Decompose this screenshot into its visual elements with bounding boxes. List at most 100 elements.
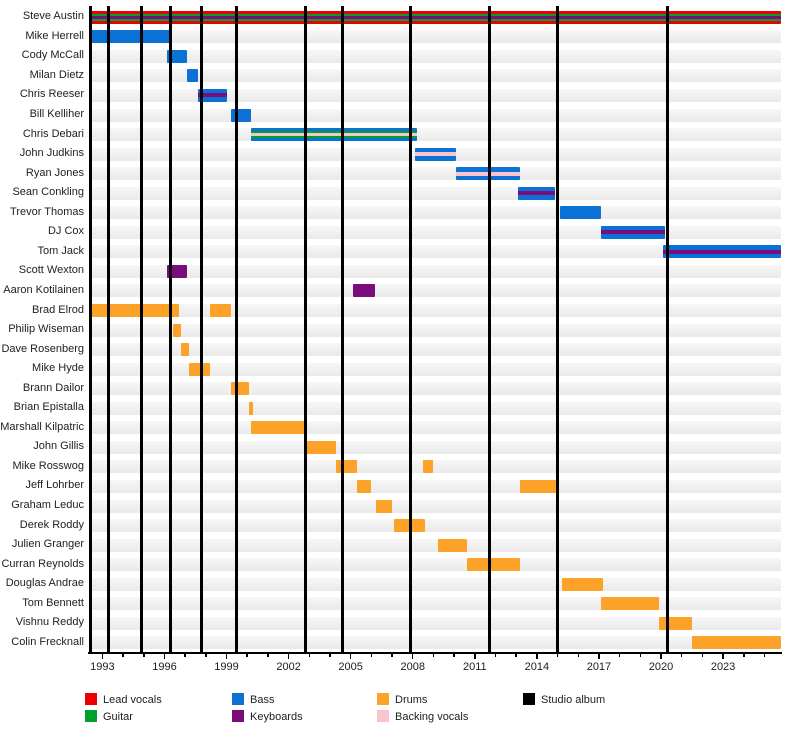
role-stripe-drums [90, 304, 179, 318]
x-minor-tick [618, 653, 621, 657]
member-label: Curran Reynolds [1, 557, 84, 570]
row-track [90, 479, 781, 493]
role-stripe-keyboards [518, 191, 556, 196]
x-minor-tick [329, 653, 331, 657]
role-stripe-bass [187, 69, 198, 83]
studio-album-line [303, 6, 307, 652]
member-label: John Gillis [33, 440, 84, 453]
x-major-tick [287, 653, 290, 659]
plot-area [88, 6, 781, 652]
row-track [90, 421, 781, 435]
row-track [90, 128, 781, 142]
x-minor-tick [515, 653, 517, 657]
x-minor-tick [577, 653, 579, 657]
x-minor-tick [494, 653, 497, 657]
role-stripe-bass [251, 128, 417, 131]
role-stripe-drums [181, 343, 190, 357]
role-stripe-drums [520, 479, 558, 493]
row-track [90, 460, 781, 474]
member-bar-segment [375, 499, 393, 513]
row-track [90, 206, 781, 220]
x-major-tick [101, 653, 104, 659]
role-stripe-drums [249, 401, 254, 415]
role-stripe-drums [658, 616, 693, 630]
role-stripe-keyboards [663, 249, 781, 254]
member-bar-segment [251, 128, 417, 142]
x-tick-label: 2011 [462, 661, 487, 673]
x-minor-tick [205, 653, 207, 657]
role-stripe-bass [518, 186, 556, 192]
row-track [90, 343, 781, 357]
studio-album-line [409, 6, 413, 652]
legend-swatch-drums [377, 693, 389, 705]
studio-album-line [169, 6, 173, 652]
role-stripe-drums [561, 577, 604, 591]
studio-album-line [340, 6, 344, 652]
role-stripe-drums [601, 597, 659, 611]
member-bar-segment [90, 30, 171, 44]
x-minor-tick [370, 653, 373, 657]
role-stripe-bass [663, 253, 781, 259]
member-bar-segment [230, 108, 252, 122]
member-label: Bill Kelliher [29, 108, 84, 121]
x-major-tick [722, 653, 724, 659]
member-bar-segment [187, 69, 198, 83]
role-stripe-drums [423, 460, 434, 474]
role-stripe-lead_vocals [90, 21, 781, 24]
x-tick-label: 2023 [710, 661, 736, 673]
member-bar-segment [209, 304, 231, 318]
role-stripe-drums [189, 362, 210, 376]
row-track [90, 284, 781, 298]
role-stripe-guitar [90, 18, 781, 22]
x-minor-tick [763, 653, 766, 657]
x-tick-label: 2002 [276, 661, 301, 673]
member-bar-segment [181, 343, 190, 357]
legend-swatch-lead_vocals [85, 693, 97, 705]
member-label: Cody McCall [21, 49, 84, 62]
member-label: Vishnu Reddy [15, 616, 84, 629]
member-bar-segment [559, 206, 601, 220]
row-track [90, 49, 781, 63]
member-bar-segment [658, 616, 693, 630]
member-bar-segment [423, 460, 434, 474]
member-label: Steve Austin [22, 10, 84, 23]
x-minor-tick [556, 653, 559, 657]
row-track [90, 382, 781, 396]
studio-album-line [665, 6, 669, 652]
member-label: John Judkins [19, 147, 84, 160]
member-label: Mike Herrell [25, 29, 84, 42]
x-major-tick [225, 653, 228, 659]
member-bar-segment [601, 597, 659, 611]
legend-swatch-guitar [85, 710, 97, 722]
role-stripe-bass [518, 195, 556, 200]
member-bar-segment [518, 186, 556, 200]
member-label: Tom Jack [37, 244, 84, 257]
row-track [90, 108, 781, 122]
row-track [90, 616, 781, 630]
member-bar-segment [305, 440, 337, 454]
member-bar-segment [249, 401, 254, 415]
x-minor-tick [432, 653, 435, 657]
member-label: Brann Dailor [22, 381, 84, 394]
x-tick-label: 2005 [338, 661, 363, 673]
member-label: Aaron Kotilainen [3, 283, 84, 296]
legend-swatch-studio_album [523, 693, 535, 705]
x-tick-label: 2020 [648, 661, 674, 673]
legend-swatch-backing_vocals [377, 710, 389, 722]
role-stripe-drums [230, 382, 250, 396]
legend-swatch-keyboards [232, 710, 244, 722]
role-stripe-bass [663, 245, 781, 250]
row-track [90, 577, 781, 591]
member-label: Brad Elrod [32, 303, 84, 316]
role-stripe-keyboards [90, 16, 781, 19]
member-label: Tom Bennett [22, 596, 84, 609]
member-label: Sean Conkling [12, 186, 84, 199]
member-label: Milan Dietz [29, 68, 84, 81]
member-bar-segment [90, 10, 781, 24]
role-stripe-keyboards [352, 284, 376, 298]
legend: Lead vocals Guitar Bass Keyboards Drums Backi… [0, 685, 800, 730]
row-track [90, 245, 781, 259]
x-minor-tick [743, 653, 745, 657]
row-track [90, 538, 781, 552]
member-bar-segment [561, 577, 604, 591]
